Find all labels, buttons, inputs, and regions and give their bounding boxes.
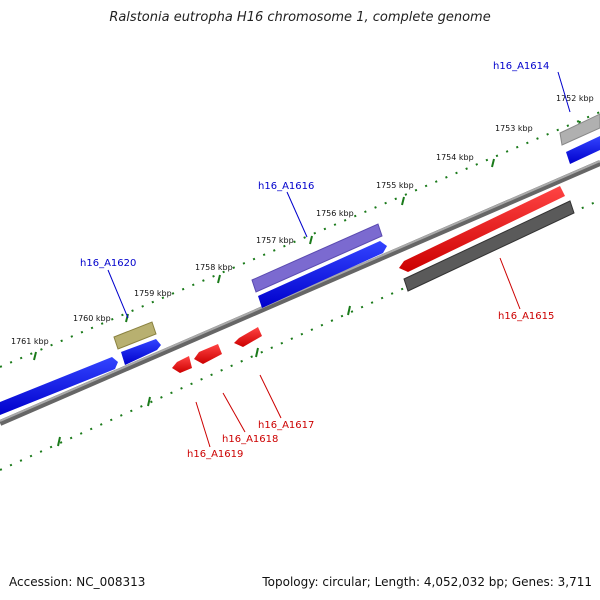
- cds-forward[interactable]: [121, 339, 161, 365]
- gene-bar-h16-a1620[interactable]: [113, 321, 157, 350]
- cds-forward[interactable]: [566, 136, 600, 164]
- cds-reverse[interactable]: [194, 344, 222, 364]
- gene-bar-h16-a1614[interactable]: [559, 113, 600, 146]
- kbp-label: 1757 kbp: [256, 236, 294, 245]
- gene-label-h16-a1616[interactable]: h16_A1616: [258, 181, 314, 192]
- cds-reverse[interactable]: [399, 186, 565, 272]
- gene-label-h16-a1620[interactable]: h16_A1620: [80, 258, 136, 269]
- kbp-label: 1760 kbp: [73, 314, 111, 323]
- reverse-cds-arrows: [172, 186, 565, 373]
- gene-label-h16-a1619[interactable]: h16_A1619: [187, 449, 243, 460]
- gene-label-h16-a1614[interactable]: h16_A1614: [493, 61, 549, 72]
- kbp-label: 1752 kbp: [556, 94, 594, 103]
- cds-forward[interactable]: [258, 241, 387, 308]
- gene-labels: h16_A1614 h16_A1615 h16_A1616 h16_A1617 …: [80, 61, 554, 460]
- kbp-label: 1759 kbp: [134, 289, 172, 298]
- kbp-label: 1755 kbp: [376, 181, 414, 190]
- gene-bar-h16-a1615[interactable]: [403, 200, 575, 292]
- gene-label-h16-a1617[interactable]: h16_A1617: [258, 420, 314, 431]
- feature-bars: [113, 113, 600, 350]
- map-title: Ralstonia eutropha H16 chromosome 1, com…: [109, 10, 491, 25]
- accession-text: Accession: NC_008313: [9, 575, 146, 589]
- gene-label-h16-a1618[interactable]: h16_A1618: [222, 434, 278, 445]
- kbp-labels: 1752 kbp 1753 kbp 1754 kbp 1755 kbp 1756…: [11, 94, 594, 346]
- chromosome-backbone: [0, 160, 600, 426]
- cds-forward[interactable]: [0, 357, 118, 415]
- cds-reverse[interactable]: [172, 356, 192, 373]
- callout-lines: [107, 71, 571, 448]
- kbp-label: 1758 kbp: [195, 263, 233, 272]
- forward-cds-arrows: [0, 136, 600, 415]
- kbp-label: 1753 kbp: [495, 124, 533, 133]
- kbp-label: 1754 kbp: [436, 153, 474, 162]
- gene-label-h16-a1615[interactable]: h16_A1615: [498, 311, 554, 322]
- kbp-label: 1756 kbp: [316, 209, 354, 218]
- cds-reverse[interactable]: [234, 327, 262, 347]
- genome-summary-text: Topology: circular; Length: 4,052,032 bp…: [262, 575, 592, 589]
- gene-bar-h16-a1616[interactable]: [251, 223, 383, 293]
- kbp-label: 1761 kbp: [11, 337, 49, 346]
